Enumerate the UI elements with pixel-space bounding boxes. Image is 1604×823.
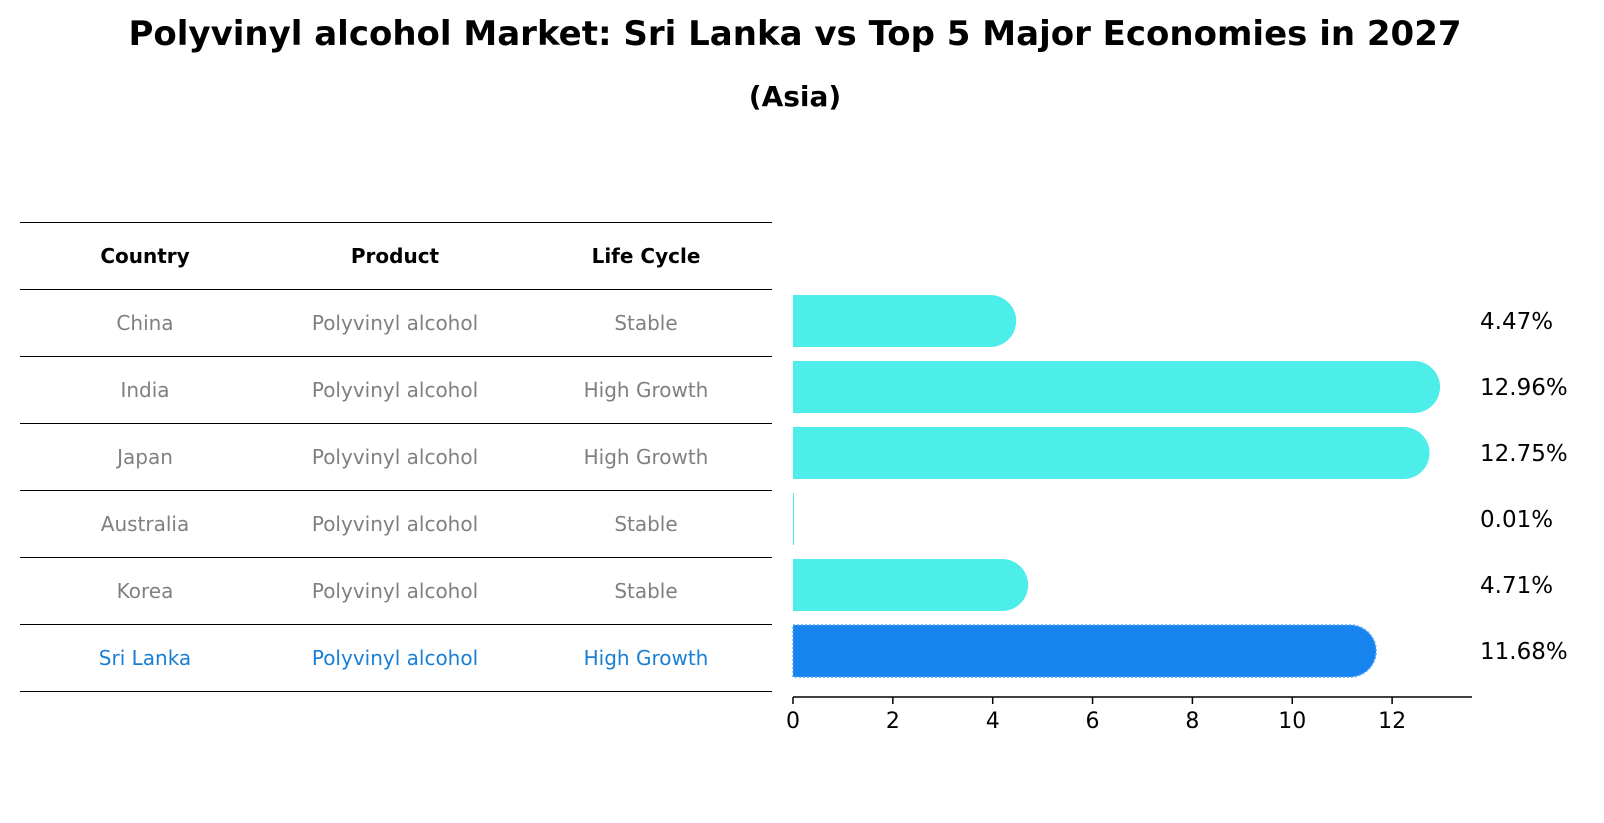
header-country: Country [20,222,270,290]
x-tick-label: 8 [1185,709,1199,734]
cell-country: Sri Lanka [20,624,270,692]
cell-product: Polyvinyl alcohol [270,490,520,558]
table-row: India Polyvinyl alcohol High Growth [20,356,772,424]
country-table: Country Product Life Cycle China Polyvin… [20,222,772,692]
cell-country: Korea [20,557,270,625]
header-product: Product [270,222,520,290]
x-tick-label: 6 [1086,709,1100,734]
x-tick-label: 0 [786,709,800,734]
table-row: Japan Polyvinyl alcohol High Growth [20,423,772,491]
cell-life-cycle: High Growth [520,624,772,692]
cell-life-cycle: Stable [520,490,772,558]
cell-product: Polyvinyl alcohol [270,356,520,424]
data-label: 12.75% [1480,441,1568,467]
x-tick-label: 2 [886,709,900,734]
bar-australia [793,493,794,545]
data-label: 4.47% [1480,309,1553,335]
table-row: Korea Polyvinyl alcohol Stable [20,557,772,625]
data-label: 4.71% [1480,573,1553,599]
cell-country: Japan [20,423,270,491]
chart-title: Polyvinyl alcohol Market: Sri Lanka vs T… [128,14,1462,54]
cell-country: China [20,289,270,357]
cell-country: Australia [20,490,270,558]
chart-subtitle: (Asia) [748,80,842,113]
bar-india [793,361,1441,413]
bar-japan [793,427,1430,479]
cell-life-cycle: High Growth [520,356,772,424]
cell-product: Polyvinyl alcohol [270,624,520,692]
data-label: 12.96% [1480,375,1568,401]
bar-sri-lanka [792,624,1377,678]
cell-product: Polyvinyl alcohol [270,557,520,625]
cell-life-cycle: Stable [520,557,772,625]
data-label: 0.01% [1480,507,1553,533]
header-life-cycle: Life Cycle [520,222,772,290]
table-row: Australia Polyvinyl alcohol Stable [20,490,772,558]
bar-china [793,295,1017,347]
cell-life-cycle: Stable [520,289,772,357]
x-tick-label: 10 [1278,709,1306,734]
bar-korea [793,559,1029,611]
cell-life-cycle: High Growth [520,423,772,491]
x-tick-label: 12 [1378,709,1406,734]
x-tick-label: 4 [986,709,1000,734]
table-header-row: Country Product Life Cycle [20,222,772,290]
table-row: China Polyvinyl alcohol Stable [20,289,772,357]
data-label: 11.68% [1480,639,1568,665]
cell-product: Polyvinyl alcohol [270,423,520,491]
table-row-highlight: Sri Lanka Polyvinyl alcohol High Growth [20,624,772,692]
cell-country: India [20,356,270,424]
cell-product: Polyvinyl alcohol [270,289,520,357]
